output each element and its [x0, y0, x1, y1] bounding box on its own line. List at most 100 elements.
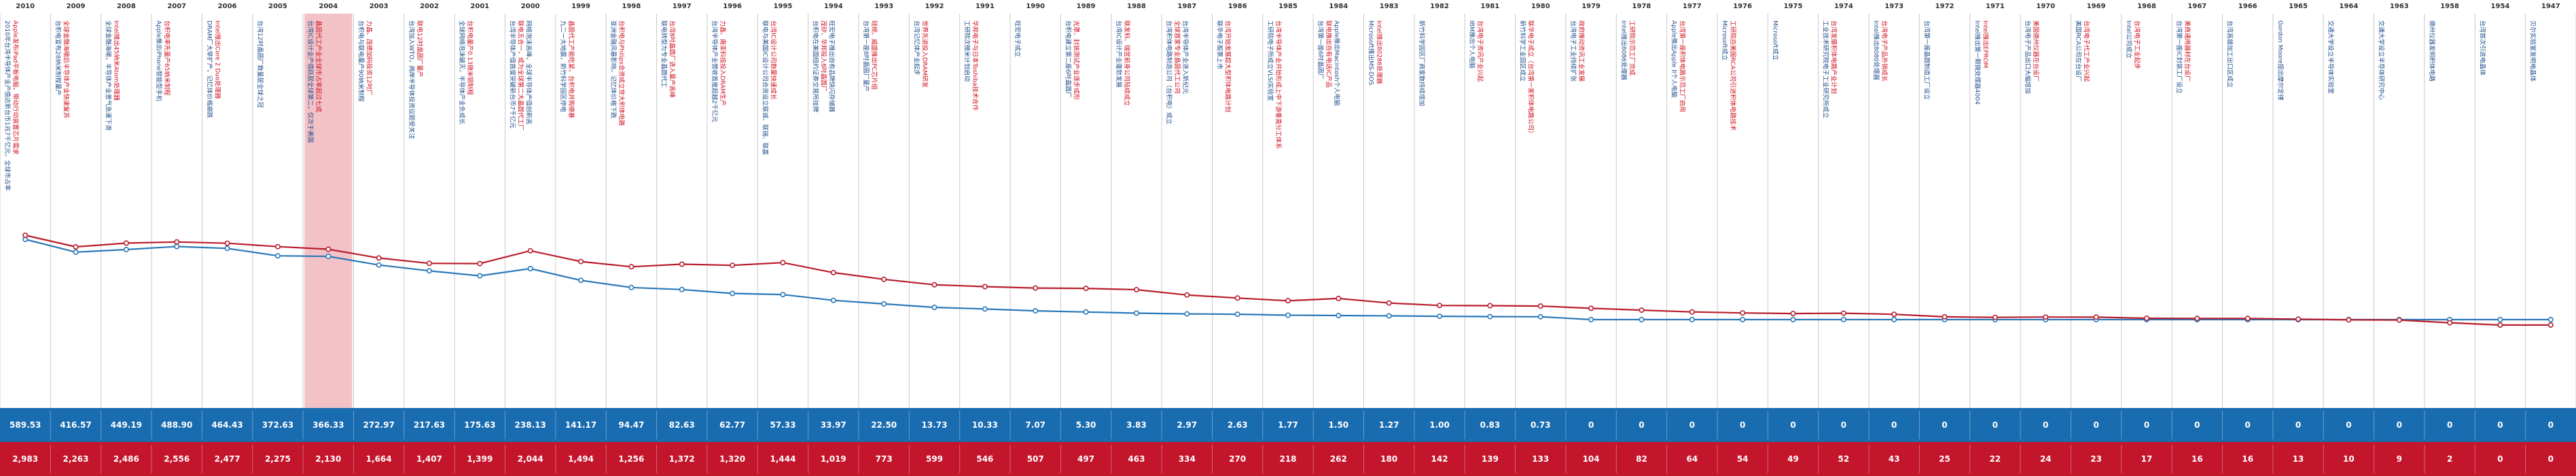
- red-data-point: [1285, 298, 1291, 304]
- timeline-annotation: Apple推出Macintosh个人电脑: [1333, 20, 1341, 105]
- red-band-value: 507: [1027, 454, 1044, 464]
- blue-band-value: 82.63: [669, 420, 695, 430]
- red-data-point: [1184, 292, 1190, 298]
- blue-band-value: 217.63: [414, 420, 445, 430]
- timeline-annotation: Apple推出Apple II个人电脑: [1670, 20, 1679, 97]
- blue-data-point: [1689, 316, 1695, 322]
- timeline-annotation: 联电转型为专业晶圆代工: [660, 20, 668, 88]
- red-data-point: [2396, 317, 2402, 323]
- blue-band-value: 0: [2548, 420, 2554, 430]
- timeline-annotation: 交通大学设立半导体研究中心: [2378, 20, 2386, 100]
- blue-band-value: 238.13: [515, 420, 546, 430]
- blue-band-value: 0: [1639, 420, 1644, 430]
- red-band-value: 0: [2497, 454, 2503, 464]
- timeline-annotation: 台湾发展积体电路产业计划: [1830, 20, 1838, 94]
- red-data-point: [1386, 300, 1392, 306]
- red-band-value: 24: [2040, 454, 2052, 464]
- timeline-annotation: 交通大学设立半导体实验室: [2327, 20, 2335, 94]
- timeline-annotation: 九二一大地震，新竹科学园区停电: [559, 20, 567, 112]
- red-data-point: [2547, 322, 2554, 328]
- red-band-value: 10: [2343, 454, 2355, 464]
- year-label: 1973: [1884, 3, 1903, 10]
- blue-band-value: 589.53: [10, 420, 41, 430]
- red-data-point: [1639, 307, 1645, 313]
- grid-lines: [0, 14, 2576, 408]
- year-label: 2007: [167, 3, 186, 10]
- timeline-annotation: 台湾半导体产业营收首度超越2千亿元: [711, 20, 719, 122]
- timeline-annotation: 台湾IC设计公司数量快速成长: [769, 20, 777, 100]
- year-label: 1964: [2339, 3, 2358, 10]
- red-band-value: 1,444: [770, 454, 795, 464]
- red-value-band: 2,983 2,263 2,486 2,556 2,477 2,275 2,130 1,664…: [0, 442, 2576, 476]
- blue-band-value: 10.33: [972, 420, 998, 430]
- blue-band-value: 366.33: [312, 420, 344, 430]
- year-label: 1995: [774, 3, 793, 10]
- red-band-value: 139: [1482, 454, 1499, 464]
- red-band-value: 2,983: [12, 454, 38, 464]
- red-data-point: [477, 260, 483, 267]
- blue-data-point: [1234, 311, 1240, 318]
- blue-band-value: 1.00: [1429, 420, 1450, 430]
- timeline-annotation: 台湾电子资讯产业兴起: [1476, 20, 1484, 82]
- timeline-annotation: 台湾12吋晶圆厂数量居全球之冠: [256, 20, 264, 107]
- red-data-point: [1891, 311, 1897, 318]
- red-band-value: 2,477: [215, 454, 240, 464]
- year-label: 2008: [117, 3, 136, 10]
- year-label: 1967: [2187, 3, 2206, 10]
- timeline-annotation: 台湾第一座晶圆制造工厂设立: [1922, 20, 1931, 100]
- timeline-annotation: 台积电与联电量产90纳米制程: [357, 20, 365, 101]
- red-band-value: 1,407: [416, 454, 442, 464]
- timeline-annotation: 台湾开始发展超大型积体电路计划: [1223, 20, 1232, 112]
- red-band-value: 104: [1583, 454, 1600, 464]
- timeline-annotation: 茂矽、华邦投入8吋晶圆厂: [820, 20, 828, 92]
- year-label: 1975: [1784, 3, 1803, 10]
- blue-band-value: 0: [2346, 420, 2351, 430]
- timeline-annotation: 联电五合一，成为全球第二大晶圆代工厂: [517, 20, 525, 131]
- blue-data-point: [1588, 316, 1594, 322]
- red-data-point: [527, 248, 533, 254]
- red-data-point: [730, 262, 736, 269]
- timeline-annotation: 台湾首次引进电晶体: [2478, 20, 2486, 75]
- timeline-annotation: 台湾加入WTO，两岸半导体投资议题受关注: [408, 20, 416, 139]
- timeline-annotation: 台湾第一座积体电路示范工厂启用: [1679, 20, 1687, 112]
- year-label: 1981: [1480, 3, 1499, 10]
- blue-data-point: [1437, 313, 1443, 320]
- red-data-point: [1588, 305, 1594, 311]
- year-label: 1998: [622, 3, 641, 10]
- timeline-annotation: 台湾电子工业起步: [2133, 20, 2141, 69]
- timeline-annotation: 联华电子成立（台湾第一家积体电路公司）: [1527, 20, 1535, 137]
- blue-data-point: [174, 243, 180, 250]
- red-data-point: [1537, 303, 1543, 309]
- timeline-annotation: Microsoft成立: [1721, 20, 1729, 61]
- year-label: 1972: [1935, 3, 1954, 10]
- blue-band-value: 3.83: [1126, 420, 1147, 430]
- year-label: 1947: [2541, 3, 2560, 10]
- timeline-annotation: Microsoft推出MS-DOS: [1367, 20, 1376, 86]
- red-band-value: 43: [1889, 454, 1900, 464]
- red-data-point: [22, 232, 29, 238]
- year-label: 1993: [874, 3, 893, 10]
- timeline-annotation: 光罩、封装测试产业逐步成形: [1072, 20, 1080, 100]
- blue-band-value: 57.33: [770, 420, 795, 430]
- red-data-point: [1689, 309, 1695, 315]
- red-data-point: [1234, 295, 1240, 301]
- timeline-annotation: 台湾电子工业持续扩张: [1569, 20, 1577, 82]
- red-band-value: 1,494: [568, 454, 594, 464]
- blue-data-point: [931, 304, 937, 310]
- red-data-point: [1437, 303, 1443, 309]
- red-band-value: 52: [1838, 454, 1850, 464]
- blue-data-point: [477, 273, 483, 279]
- blue-band-value: 0.73: [1531, 420, 1551, 430]
- red-data-point: [1083, 286, 1089, 292]
- timeline-annotation: 联华电子股票上市: [1215, 20, 1223, 69]
- year-label: 1980: [1531, 3, 1550, 10]
- blue-data-point: [830, 297, 836, 303]
- timeline-annotation: 工研院电子所成立VLSI实验室: [1266, 20, 1274, 101]
- timeline-annotation: 联电推出自有电话IC产品: [1325, 20, 1333, 88]
- timeline-annotation: Intel推出8086处理器: [1620, 20, 1628, 80]
- year-label: 1997: [673, 3, 692, 10]
- timeline-annotation: 硅统、威盛推出PC芯片组: [870, 20, 878, 90]
- year-label: 1986: [1228, 3, 1247, 10]
- red-data-point: [1840, 310, 1846, 316]
